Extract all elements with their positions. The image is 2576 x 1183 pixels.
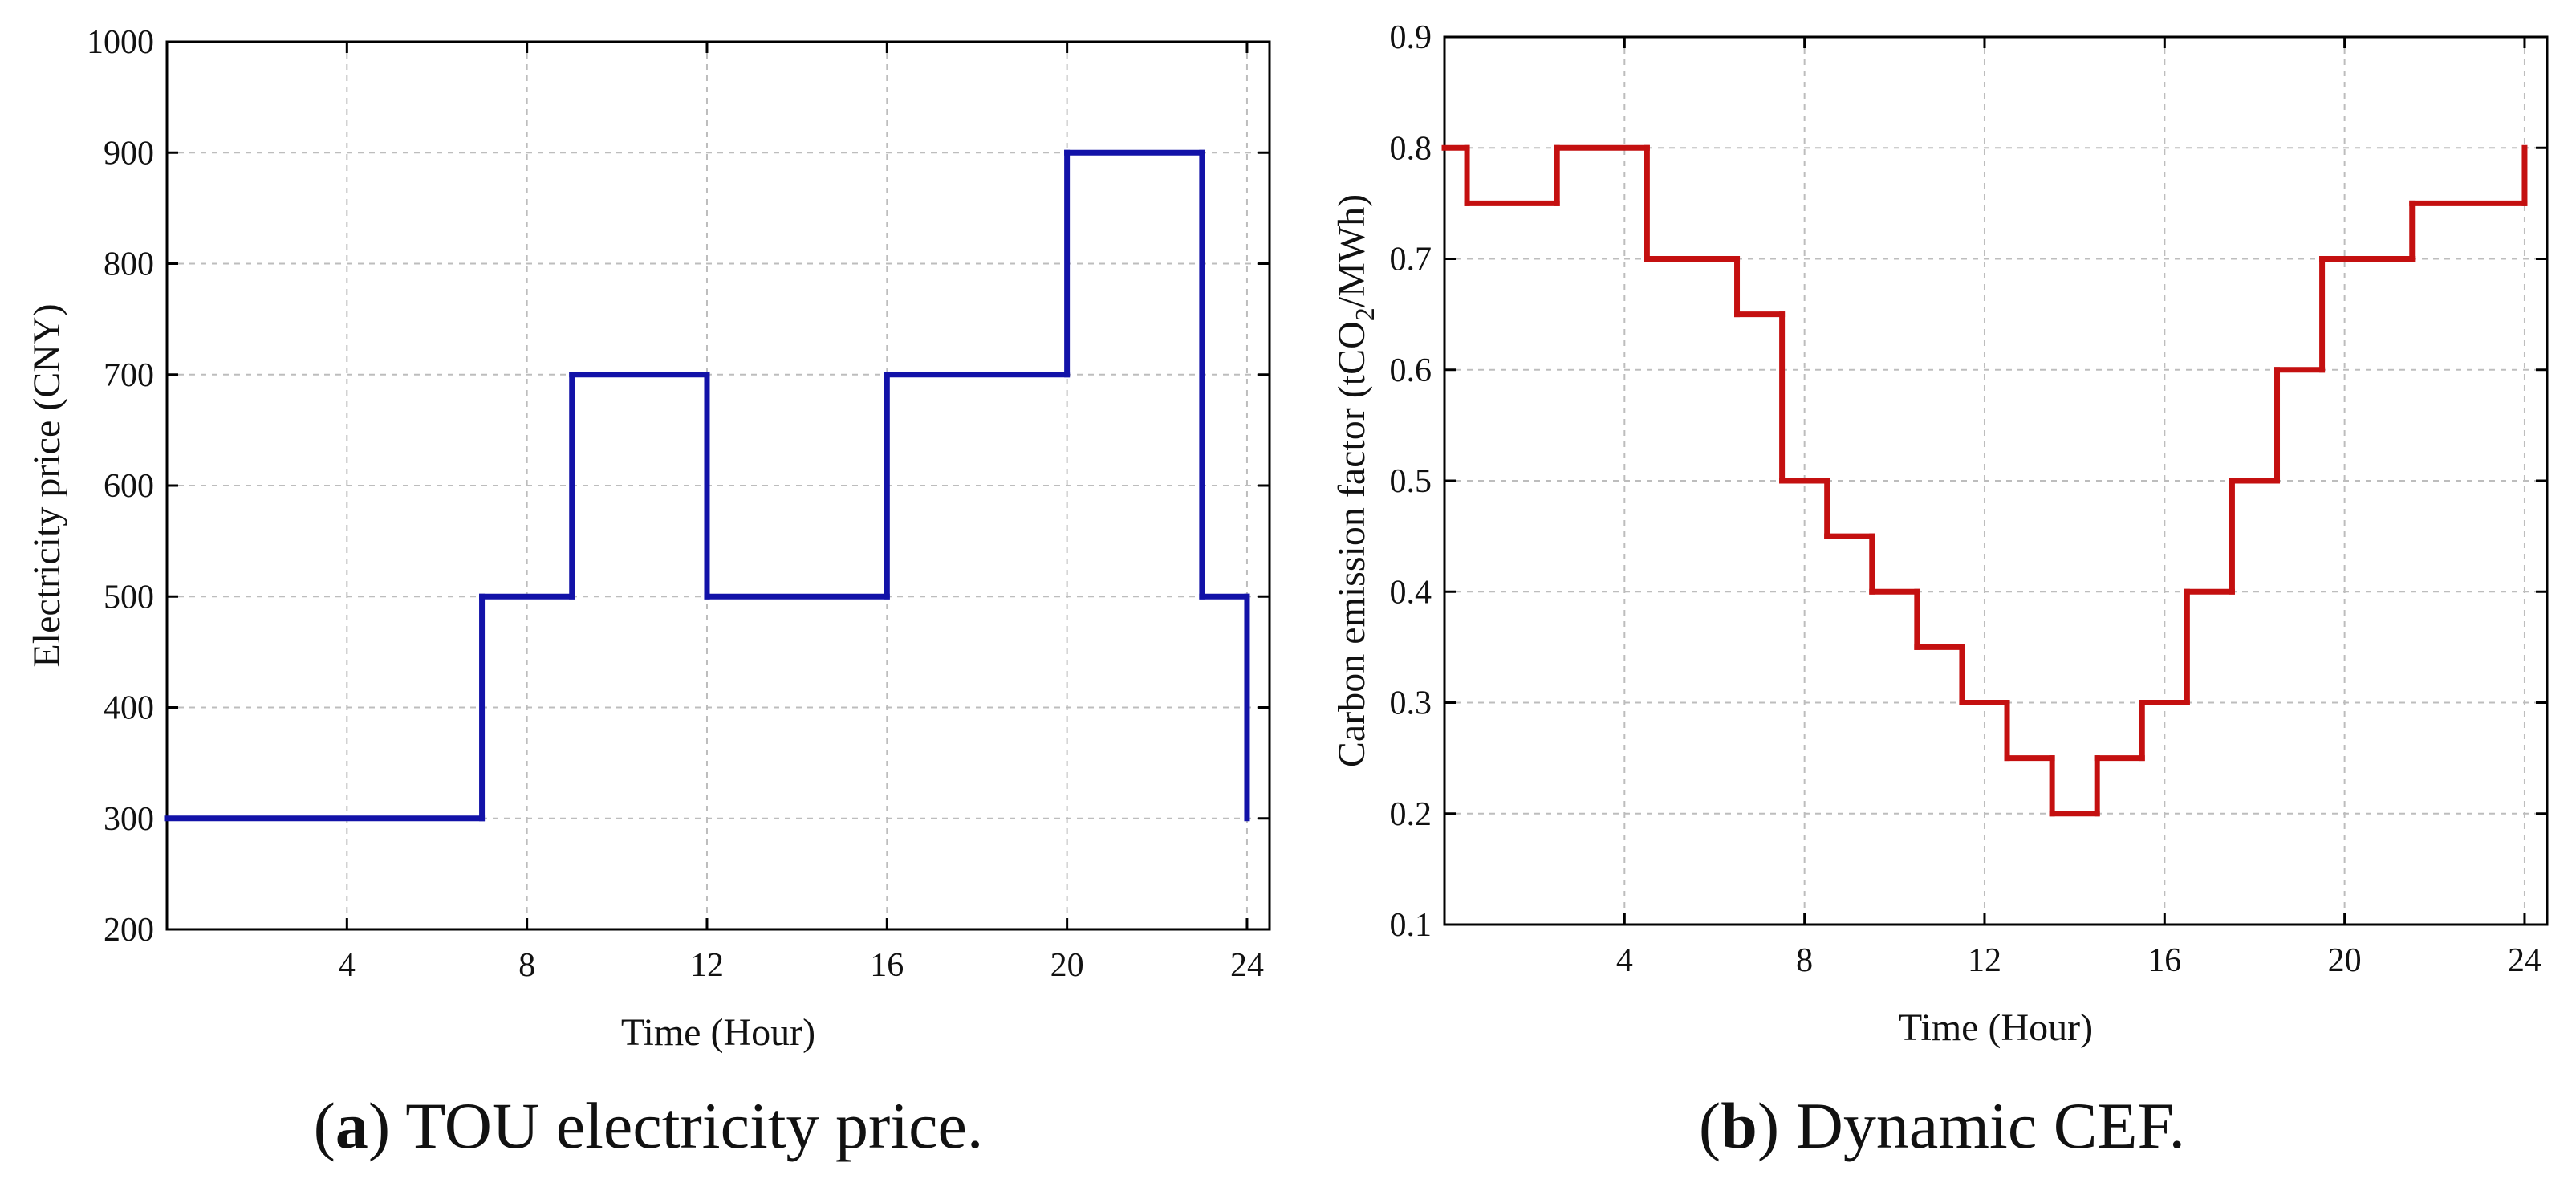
panel-a-series — [164, 149, 1250, 822]
panel-a-x-tick-label: 12 — [690, 947, 724, 984]
panel-a-y-tick-label: 700 — [104, 357, 154, 394]
panel-a-grid — [167, 42, 1270, 929]
panel-a-caption-letter: a — [335, 1089, 368, 1162]
panel-b-x-tick-label: 24 — [2508, 942, 2541, 979]
panel-a-y-tick-label: 800 — [104, 246, 154, 283]
panel-b-y-tick-label: 0.2 — [1390, 796, 1432, 833]
panel-a-caption-text: TOU electricity price. — [405, 1089, 983, 1162]
panel-b-x-tick-label: 12 — [1968, 942, 2001, 979]
panel-b-y-tick-label: 0.5 — [1390, 463, 1432, 500]
panel-b-y-tick-label: 0.9 — [1390, 19, 1432, 56]
panel-a-y-tick-label: 200 — [104, 912, 154, 949]
panel-a-y-tick-label: 500 — [104, 579, 154, 616]
panel-a-y-axis-title: Electricity price (CNY) — [26, 303, 68, 667]
panel-b-caption-text: Dynamic CEF. — [1796, 1089, 2185, 1162]
panel-a-caption: (a) TOU electricity price. — [314, 1089, 984, 1162]
panel-b-y-axis-title-subscript: 2 — [1351, 307, 1380, 321]
panel-a-y-tick-label: 900 — [104, 135, 154, 172]
panel-b-grid — [1444, 37, 2547, 925]
panel-a-y-tick-label: 600 — [104, 468, 154, 505]
panel-a-x-tick-label: 24 — [1230, 947, 1264, 984]
panel-b-y-tick-label: 0.3 — [1390, 685, 1432, 722]
panel-b-y-tick-label: 0.8 — [1390, 130, 1432, 167]
panel-b-y-tick-label: 0.7 — [1390, 242, 1432, 278]
panel-b-y-axis-title: Carbon emission factor (tCO2/MWh) — [1331, 194, 1380, 767]
panel-b-x-tick-label: 8 — [1796, 942, 1813, 979]
panel-b-y-tick-label: 0.6 — [1390, 352, 1432, 389]
panel-b-caption: (b) Dynamic CEF. — [1699, 1089, 2185, 1162]
panel-b-series — [1441, 144, 2528, 817]
panel-b-x-tick-label: 4 — [1616, 942, 1633, 979]
panel-a-ticks: 200 300 400 500 600 700 800 900 1000 4 8 12 16 20 24 — [87, 24, 1270, 984]
panel-b-x-tick-label: 16 — [2147, 942, 2181, 979]
panel-a-y-tick-label: 300 — [104, 801, 154, 838]
panel-a-price-chart: 200 300 400 500 600 700 800 900 1000 4 8 12 16 20 24 T… — [26, 24, 1271, 1162]
panel-b-y-tick-label: 0.4 — [1390, 574, 1432, 611]
panel-b-x-axis-title: Time (Hour) — [1899, 1006, 2093, 1049]
panel-b-caption-letter: b — [1721, 1089, 1757, 1162]
panel-b-y-tick-label: 0.1 — [1390, 907, 1432, 944]
panel-b-y-axis-title-main: Carbon emission factor (tCO — [1331, 321, 1373, 767]
panel-a-x-tick-label: 4 — [339, 947, 356, 984]
panel-b-x-tick-label: 20 — [2328, 942, 2362, 979]
panel-b-y-axis-title-end: /MWh) — [1331, 194, 1373, 307]
panel-a-y-tick-label: 400 — [104, 690, 154, 727]
panel-a-x-tick-label: 8 — [518, 947, 535, 984]
panel-a-y-tick-label: 1000 — [87, 24, 154, 61]
panel-a-x-tick-label: 16 — [870, 947, 904, 984]
panel-a-x-tick-label: 20 — [1050, 947, 1084, 984]
panel-a-x-axis-title: Time (Hour) — [621, 1011, 815, 1054]
panel-b-ticks: 0.1 0.2 0.3 0.4 0.5 0.6 0.7 0.8 0.9 4 8 12 16 20 24 — [1390, 19, 2547, 979]
panel-b-cef-chart: 0.1 0.2 0.3 0.4 0.5 0.6 0.7 0.8 0.9 4 8 12 16 20 24 Ti… — [1331, 19, 2549, 1162]
